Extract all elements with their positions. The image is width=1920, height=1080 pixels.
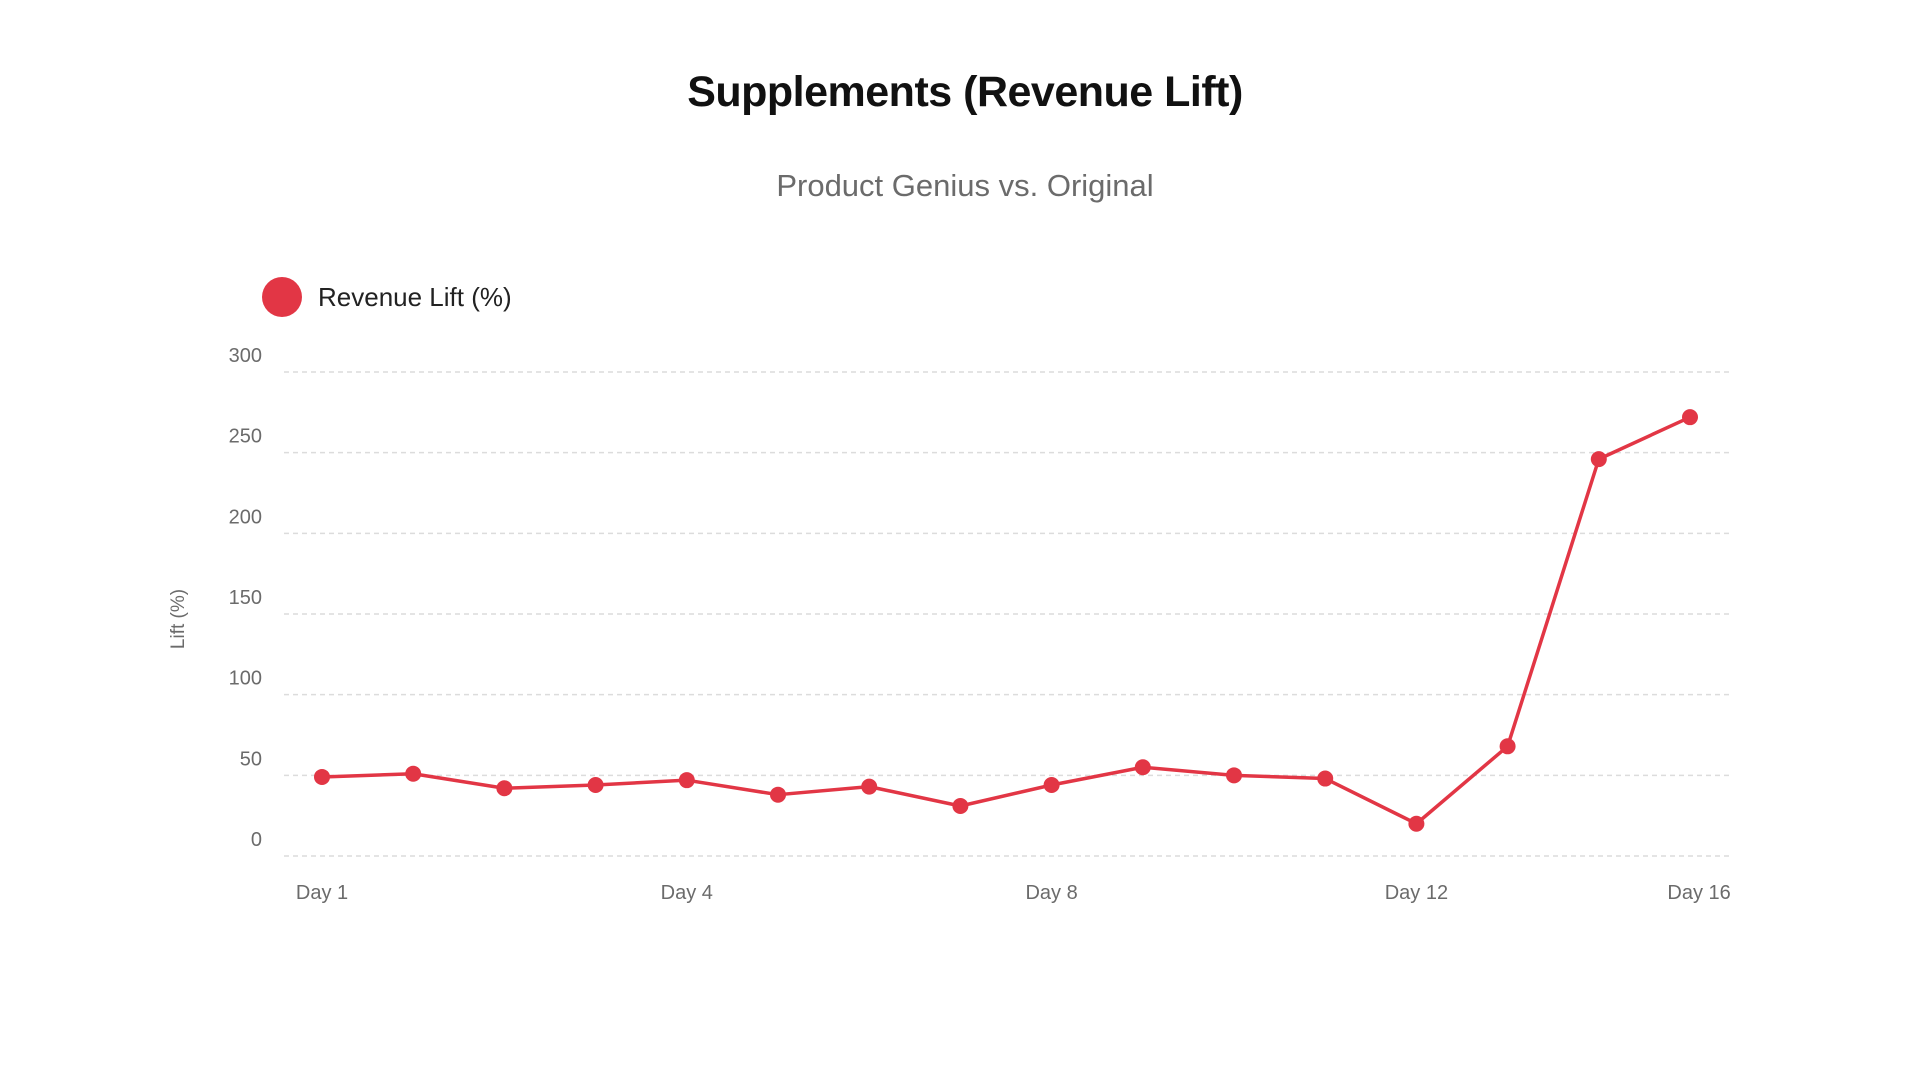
chart-subtitle: Product Genius vs. Original — [776, 168, 1154, 203]
data-point[interactable] — [678, 772, 695, 789]
y-tick-label: 300 — [229, 345, 262, 367]
data-point[interactable] — [405, 765, 422, 782]
data-point[interactable] — [587, 777, 604, 794]
gridlines — [284, 371, 1733, 857]
y-tick-label: 0 — [251, 829, 262, 851]
y-axis-ticks: 0 50 100 150 200 250 300 — [229, 345, 262, 851]
data-point[interactable] — [1408, 815, 1425, 832]
y-tick-label: 150 — [229, 587, 262, 609]
legend-swatch — [262, 277, 302, 317]
data-point[interactable] — [770, 786, 786, 803]
data-point[interactable] — [1226, 767, 1242, 784]
data-point[interactable] — [952, 797, 969, 814]
data-point[interactable] — [1499, 738, 1516, 755]
series-line — [320, 415, 1692, 826]
data-point[interactable] — [1682, 409, 1698, 426]
x-tick-label: Day 12 — [1385, 882, 1448, 904]
y-axis-label: Lift (%) — [168, 589, 189, 649]
y-tick-label: 200 — [229, 506, 262, 528]
y-tick-label: 50 — [240, 748, 262, 770]
x-tick-label: Day 8 — [1025, 882, 1077, 904]
data-point[interactable] — [1043, 777, 1060, 794]
chart-title: Supplements (Revenue Lift) — [687, 68, 1243, 116]
data-point[interactable] — [861, 778, 878, 795]
data-point[interactable] — [1590, 451, 1607, 468]
x-tick-label: Day 4 — [661, 882, 713, 904]
x-tick-label: Day 16 — [1667, 882, 1730, 904]
data-point[interactable] — [496, 780, 513, 797]
y-tick-label: 250 — [229, 426, 262, 448]
y-tick-label: 100 — [229, 668, 262, 690]
data-point[interactable] — [314, 768, 330, 785]
legend[interactable]: Revenue Lift (%) — [262, 277, 512, 317]
x-tick-label: Day 1 — [296, 882, 348, 904]
x-axis-ticks: Day 1 Day 4 Day 8 Day 12 Day 16 — [296, 882, 1731, 904]
legend-label: Revenue Lift (%) — [318, 282, 512, 312]
data-point[interactable] — [1317, 770, 1334, 787]
series-revenue-lift — [314, 409, 1698, 832]
data-point[interactable] — [1134, 759, 1151, 776]
